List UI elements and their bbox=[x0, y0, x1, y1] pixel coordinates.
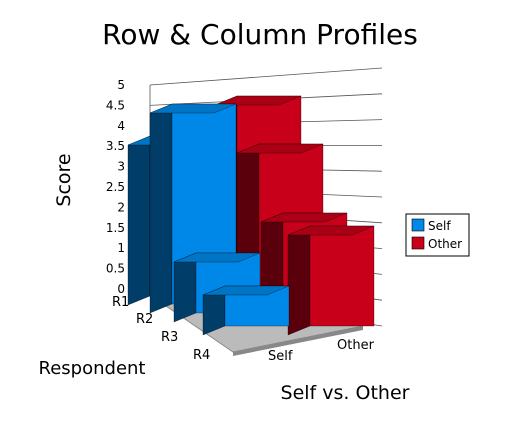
y-tick-label: 5 bbox=[117, 78, 125, 92]
y-tick-label: 0.5 bbox=[106, 262, 125, 276]
group-tick-label: Other bbox=[337, 338, 375, 353]
y-tick-label: 3.5 bbox=[106, 139, 125, 153]
legend-swatch-self bbox=[411, 218, 425, 232]
legend-swatch-other bbox=[411, 236, 425, 250]
y-tick-label: 2.5 bbox=[106, 180, 125, 194]
chart-title: Row & Column Profiles bbox=[102, 18, 418, 51]
respondent-tick-labels: R1 R2 R3 R4 bbox=[112, 295, 210, 363]
bars bbox=[127, 95, 375, 336]
respondent-tick-label: R1 bbox=[112, 295, 129, 310]
legend: Self Other bbox=[405, 213, 470, 257]
respondent-tick-label: R3 bbox=[161, 330, 178, 345]
respondent-axis-label: Respondent bbox=[39, 358, 146, 379]
y-tick-label: 1 bbox=[117, 241, 125, 255]
bar-self-r4 bbox=[202, 285, 290, 336]
y-tick-label: 3 bbox=[117, 160, 125, 174]
y-tick-label: 4 bbox=[117, 119, 125, 133]
gridline bbox=[149, 67, 383, 86]
bar-other-r4 bbox=[287, 225, 375, 336]
y-tick-label: 1.5 bbox=[106, 221, 125, 235]
x-axis-label: Self vs. Other bbox=[281, 382, 410, 404]
y-tick-labels: 0 0.5 1 1.5 2 2.5 3 3.5 4 4.5 5 bbox=[106, 78, 125, 296]
y-tick-label: 0 bbox=[117, 282, 125, 296]
floor-edge bbox=[233, 326, 363, 356]
respondent-tick-label: R2 bbox=[136, 312, 153, 327]
y-tick-label: 4.5 bbox=[106, 98, 125, 112]
group-tick-labels: Self Other bbox=[268, 338, 375, 364]
legend-label-other: Other bbox=[428, 237, 462, 251]
respondent-tick-label: R4 bbox=[193, 348, 210, 363]
y-tick-label: 2 bbox=[117, 200, 125, 214]
y-axis-label: Score bbox=[53, 153, 75, 206]
group-tick-label: Self bbox=[268, 349, 293, 364]
legend-label-self: Self bbox=[428, 219, 451, 233]
